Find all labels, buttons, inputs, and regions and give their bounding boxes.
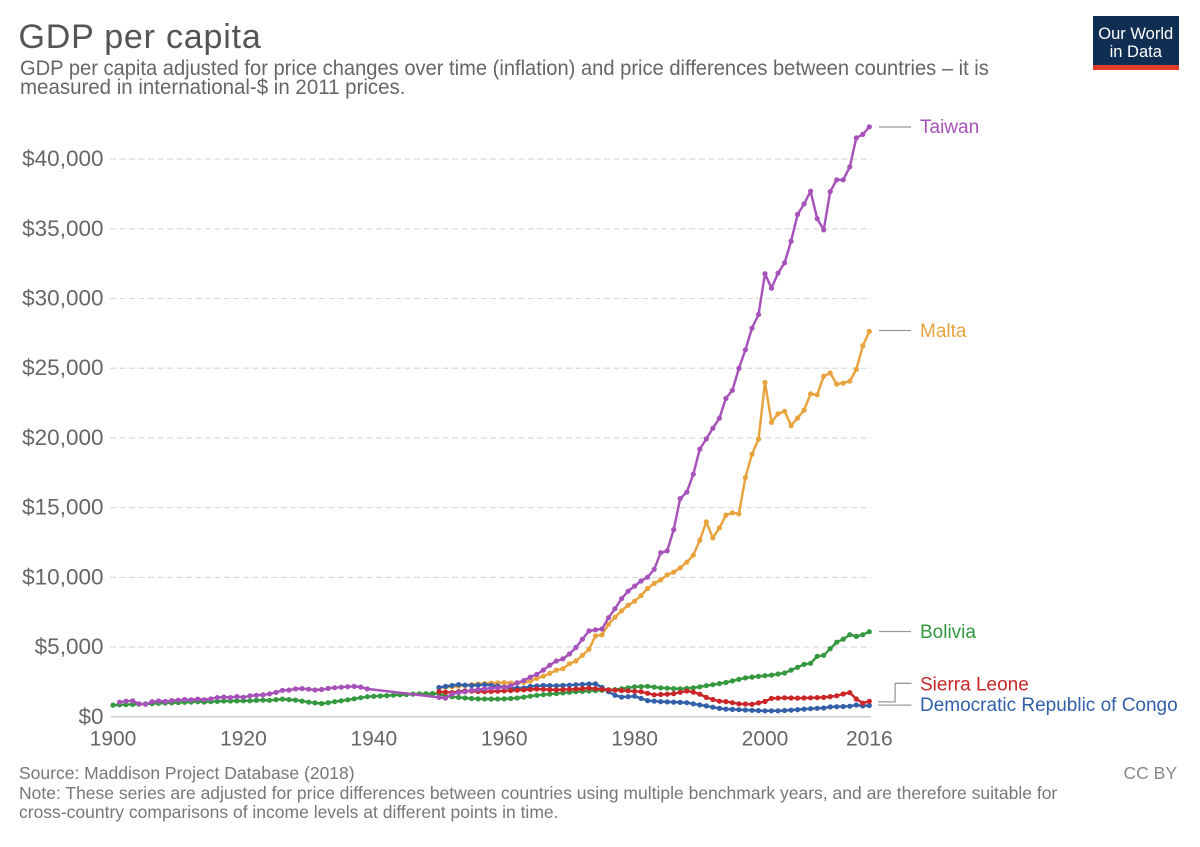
svg-text:$20,000: $20,000 [22,425,103,450]
svg-text:1980: 1980 [611,728,658,751]
svg-text:$10,000: $10,000 [22,564,103,589]
svg-text:Democratic Republic of Congo: Democratic Republic of Congo [920,695,1178,716]
svg-text:$5,000: $5,000 [35,634,104,659]
svg-text:1940: 1940 [350,728,397,751]
svg-text:$40,000: $40,000 [22,146,103,171]
svg-text:Malta: Malta [920,321,967,342]
svg-text:1900: 1900 [90,728,137,751]
svg-text:Taiwan: Taiwan [920,117,979,138]
svg-text:2000: 2000 [742,728,789,751]
svg-text:$25,000: $25,000 [22,355,103,380]
svg-text:$35,000: $35,000 [22,216,103,241]
svg-text:Sierra Leone: Sierra Leone [920,675,1029,696]
svg-text:2016: 2016 [846,728,893,751]
svg-text:Bolivia: Bolivia [920,622,976,643]
svg-text:$0: $0 [78,704,103,729]
svg-text:$15,000: $15,000 [22,495,103,520]
svg-text:1920: 1920 [220,728,267,751]
svg-text:$30,000: $30,000 [22,286,103,311]
svg-text:1960: 1960 [481,728,528,751]
